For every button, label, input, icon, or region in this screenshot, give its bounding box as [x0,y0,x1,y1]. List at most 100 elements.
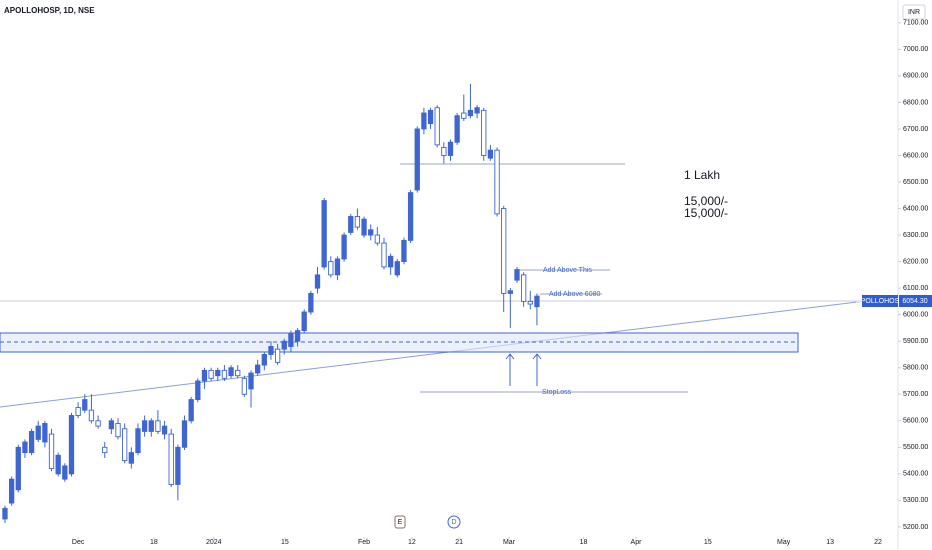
candle-body [314,274,321,289]
event-icon [447,515,461,529]
candle-body [208,369,214,379]
candle-body [328,261,334,276]
x-tick-label: 15 [704,539,712,546]
x-tick-label: Apr [631,539,643,546]
candle-body [494,149,500,215]
candle-body [88,409,95,422]
candle-body [381,242,387,268]
price-tag-text: 6054.30 [902,298,927,305]
candle-body [308,292,314,313]
candle-body [248,372,254,390]
candle-body [161,425,168,435]
currency-box [902,4,926,20]
candle-body [261,354,267,366]
y-tick-label: 6800.00 [903,99,928,106]
y-tick-label: 6200.00 [903,258,928,265]
y-tick-label: 6300.00 [903,232,928,239]
candle-body [474,107,480,114]
y-tick-label: 5900.00 [903,338,928,345]
x-tick-label: 15 [281,539,289,546]
candle-body [55,454,61,475]
candle-body [434,107,440,146]
y-tick-label: 5200.00 [903,524,928,531]
candle-body [35,425,41,440]
y-tick-label: 6900.00 [903,73,928,80]
candle-body [501,208,507,294]
candle-body [8,478,15,504]
candle-body [48,433,55,469]
candle-body [188,399,194,422]
x-tick-label: Mar [503,539,516,546]
candle-body [294,330,301,342]
candle-body [527,300,533,305]
y-tick-label: 5500.00 [903,444,928,451]
symbol-tag [862,295,898,307]
candle-body [102,446,108,454]
candle-body [414,128,420,191]
x-tick-label: 13 [826,539,834,546]
y-tick-label: 5800.00 [903,365,928,372]
candle-body [221,369,228,379]
candle-body [348,216,354,233]
candle-body [75,407,81,416]
candle-body [507,290,513,294]
candle-body [235,369,241,377]
candle-body [274,348,281,363]
candle-body [22,441,28,454]
x-tick-label: Feb [358,539,370,546]
y-tick-label: 6500.00 [903,179,928,186]
y-tick-label: 5400.00 [903,471,928,478]
candle-body [341,234,347,260]
candle-body [454,115,460,143]
x-tick-label: 22 [874,539,882,546]
y-tick-label: 5300.00 [903,497,928,504]
candle-body [481,109,487,156]
candle-body [168,433,174,485]
x-tick-label: 12 [408,539,416,546]
candle-body [115,422,121,438]
candle-body [394,261,400,276]
note: 1 Lakh [684,168,720,182]
note: Add Above This [543,267,592,274]
x-tick-label: Dec [72,539,85,546]
candle-body [288,332,294,347]
candle-body [268,346,274,355]
symbol-tag-text: APOLLOHOSP [856,298,904,305]
y-tick-label: 6700.00 [903,126,928,133]
candle-body [108,420,115,430]
currency: INR [908,9,920,16]
candle-body [301,311,307,332]
candle-body [461,112,467,119]
candle-body [122,428,128,462]
candle-body [241,377,248,395]
y-tick-label: 6600.00 [903,152,928,159]
note: 15,000/- [684,206,728,220]
candle-body [15,446,21,491]
candle-body [195,380,201,401]
y-tick-label: 5600.00 [903,418,928,425]
y-tick-label: 6400.00 [903,205,928,212]
x-tick-label: 18 [580,539,588,546]
x-tick-label: 18 [150,539,158,546]
candle-body [2,507,8,520]
candle-body [487,149,494,159]
candle-body [28,430,35,454]
candle-body [388,255,394,268]
note: Add Above 6080 [549,291,600,298]
y-tick-label: 5700.00 [903,391,928,398]
candle-body [467,109,474,117]
candle-body [334,258,341,276]
candle-body [321,200,327,268]
y-tick-label: 7100.00 [903,20,928,27]
candle-body [407,192,414,241]
candle-body [228,367,234,377]
candle-body [68,415,75,475]
candle-body [441,147,447,156]
note: 15,000/- [684,194,728,208]
candle-body [95,420,101,427]
candle-body [401,239,407,263]
event-icon [394,515,406,529]
candle-body [447,141,454,156]
candle-body [128,452,134,464]
